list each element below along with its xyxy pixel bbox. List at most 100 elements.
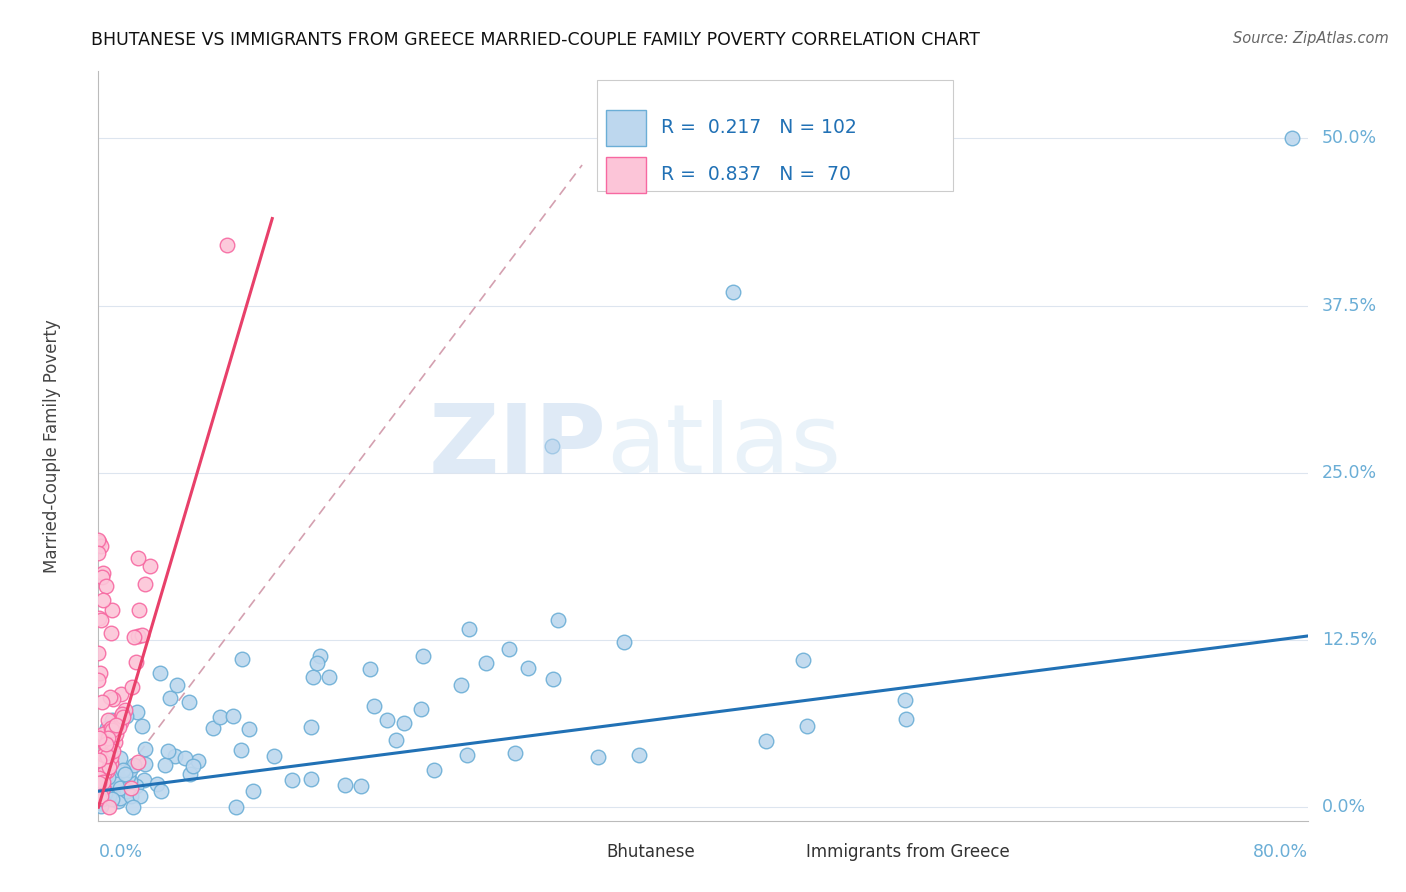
Point bbox=[498, 642, 520, 657]
Point bbox=[89, 785, 111, 799]
Point bbox=[97, 731, 120, 746]
Point bbox=[90, 570, 112, 584]
Point bbox=[111, 706, 134, 721]
Point bbox=[100, 735, 122, 749]
Text: Bhutanese: Bhutanese bbox=[606, 844, 695, 862]
Point bbox=[392, 716, 415, 731]
Point bbox=[125, 779, 148, 793]
Point bbox=[118, 773, 141, 788]
Point bbox=[89, 768, 111, 782]
Point bbox=[98, 690, 121, 704]
Point bbox=[146, 777, 169, 791]
Point bbox=[87, 731, 110, 745]
Point bbox=[222, 709, 245, 723]
Point bbox=[163, 749, 186, 764]
Point bbox=[299, 720, 322, 734]
Point bbox=[225, 800, 247, 814]
Point bbox=[114, 708, 136, 723]
Point bbox=[100, 756, 122, 771]
Point bbox=[111, 707, 134, 722]
Point bbox=[187, 754, 209, 768]
Point bbox=[166, 678, 188, 692]
Point bbox=[91, 566, 114, 581]
Text: BHUTANESE VS IMMIGRANTS FROM GREECE MARRIED-COUPLE FAMILY POVERTY CORRELATION CH: BHUTANESE VS IMMIGRANTS FROM GREECE MARR… bbox=[91, 31, 980, 49]
Point bbox=[110, 687, 132, 701]
Point bbox=[94, 737, 117, 751]
FancyBboxPatch shape bbox=[596, 80, 953, 191]
Point bbox=[127, 756, 149, 770]
Point bbox=[98, 789, 121, 803]
Point bbox=[360, 661, 382, 675]
Point bbox=[93, 766, 115, 780]
Point bbox=[110, 715, 132, 730]
Point bbox=[89, 611, 111, 625]
Point bbox=[98, 800, 121, 814]
Point bbox=[105, 717, 128, 731]
Point bbox=[238, 722, 260, 736]
Text: atlas: atlas bbox=[606, 400, 841, 492]
Point bbox=[91, 695, 114, 709]
Text: ZIP: ZIP bbox=[429, 400, 606, 492]
Point bbox=[157, 744, 180, 758]
Text: 37.5%: 37.5% bbox=[1322, 296, 1378, 315]
Point bbox=[90, 789, 112, 803]
Point bbox=[242, 784, 264, 798]
Point bbox=[93, 748, 115, 763]
Text: 80.0%: 80.0% bbox=[1253, 843, 1308, 861]
Point bbox=[93, 728, 115, 742]
Point bbox=[122, 800, 145, 814]
Text: R =  0.837   N =  70: R = 0.837 N = 70 bbox=[661, 165, 851, 185]
Text: R =  0.217   N = 102: R = 0.217 N = 102 bbox=[661, 118, 856, 137]
Point bbox=[613, 635, 636, 649]
Point bbox=[894, 693, 917, 707]
Text: 50.0%: 50.0% bbox=[1322, 129, 1378, 147]
Point bbox=[541, 673, 564, 687]
Point bbox=[90, 783, 112, 797]
Point bbox=[307, 656, 329, 670]
Point bbox=[114, 782, 136, 797]
FancyBboxPatch shape bbox=[606, 110, 647, 145]
Text: 25.0%: 25.0% bbox=[1322, 464, 1378, 482]
Point bbox=[91, 779, 114, 793]
Point bbox=[105, 777, 128, 791]
Point bbox=[104, 735, 127, 749]
Point bbox=[363, 699, 385, 714]
Point bbox=[723, 285, 745, 300]
Point bbox=[128, 603, 150, 617]
Point bbox=[101, 723, 124, 738]
Point bbox=[94, 580, 117, 594]
Point bbox=[90, 540, 112, 554]
Point bbox=[1281, 131, 1303, 145]
Point bbox=[108, 720, 131, 734]
Point bbox=[96, 748, 118, 763]
Point bbox=[503, 746, 526, 760]
Point bbox=[105, 727, 128, 741]
Point bbox=[100, 721, 122, 735]
Point bbox=[110, 751, 132, 765]
Point bbox=[91, 792, 114, 806]
Point bbox=[87, 791, 110, 805]
Point bbox=[894, 712, 917, 726]
Point bbox=[122, 630, 145, 644]
Point bbox=[173, 751, 195, 765]
Point bbox=[318, 670, 340, 684]
Point bbox=[125, 655, 148, 669]
Point bbox=[90, 796, 112, 810]
Point bbox=[129, 789, 152, 803]
Point bbox=[87, 546, 110, 560]
Point bbox=[101, 713, 124, 727]
Point bbox=[87, 753, 110, 767]
Point bbox=[101, 744, 124, 758]
Point bbox=[134, 742, 156, 756]
Point bbox=[97, 713, 120, 727]
Point bbox=[127, 550, 149, 565]
Point bbox=[120, 789, 142, 803]
Point bbox=[115, 784, 138, 798]
Point bbox=[122, 758, 145, 772]
Point bbox=[100, 626, 122, 640]
Point bbox=[231, 742, 253, 756]
Point bbox=[87, 673, 110, 688]
Text: Immigrants from Greece: Immigrants from Greece bbox=[806, 844, 1010, 862]
Point bbox=[263, 749, 285, 764]
Point bbox=[755, 734, 778, 748]
